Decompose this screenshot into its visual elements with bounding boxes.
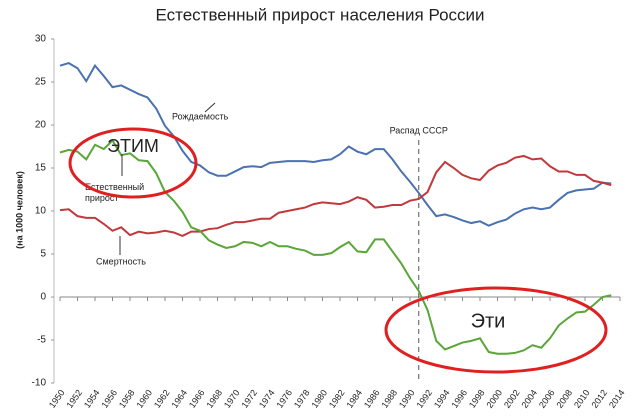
y-tick-label: 10: [35, 206, 47, 217]
x-tick-label: 2004: [519, 388, 539, 410]
x-tick-label: 1954: [82, 388, 102, 410]
x-tick-label: 2014: [607, 388, 627, 410]
series-line: [59, 138, 612, 355]
x-tick-label: 1966: [187, 388, 207, 410]
x-tick-label: 1962: [152, 388, 172, 410]
x-tick-label: 1986: [362, 388, 382, 410]
x-tick-label: 1990: [397, 388, 417, 410]
x-tick-label: 1960: [134, 388, 154, 410]
x-tick-label: 1974: [257, 388, 277, 410]
x-tick-label: 1952: [64, 388, 84, 410]
x-tick-label: 1980: [309, 388, 329, 410]
x-tick-label: 1988: [379, 388, 399, 410]
x-tick-label: 1970: [222, 388, 242, 410]
highlight-ellipse: [68, 127, 198, 199]
x-tick-label: 1998: [467, 388, 487, 410]
highlight-ellipse: [384, 286, 608, 374]
y-tick-label: 30: [35, 34, 47, 45]
y-tick-label: 25: [35, 77, 47, 88]
event-label: Распад СССР: [390, 125, 448, 135]
chart-title: Естественный прирост населения России: [155, 5, 484, 24]
highlight-text: Эти: [471, 310, 506, 332]
y-tick-label: 0: [40, 292, 46, 303]
x-tick-label: 1950: [47, 388, 67, 410]
x-tick-label: 1964: [169, 388, 189, 410]
x-tick-label: 2002: [502, 388, 522, 410]
x-tick-label: 1956: [99, 388, 119, 410]
y-tick-label: 5: [40, 249, 46, 260]
highlight-text: ЭТИМ: [107, 136, 159, 156]
x-tick-label: 1996: [449, 388, 469, 410]
y-tick-label: 15: [35, 163, 47, 174]
x-tick-label: 2010: [572, 388, 592, 410]
x-tick-label: 1976: [274, 388, 294, 410]
x-tick-label: 2006: [537, 388, 557, 410]
series-label: Естественный прирост: [85, 182, 145, 203]
y-tick-label: -10: [32, 378, 47, 389]
leader: [204, 102, 216, 113]
series-line: [59, 154, 612, 238]
x-tick-label: 1958: [117, 388, 137, 410]
x-tick-label: 1972: [239, 388, 259, 410]
series-label-box: Естественный прирост: [85, 182, 145, 203]
series-label: Смертность: [96, 256, 146, 266]
x-tick-label: 1978: [292, 388, 312, 410]
x-tick-label: 1984: [344, 388, 364, 410]
x-tick-label: 2000: [484, 388, 504, 410]
x-tick-label: 1982: [327, 388, 347, 410]
x-tick-label: 1968: [204, 388, 224, 410]
series-line: [59, 61, 612, 227]
y-tick-label: -5: [37, 335, 46, 346]
x-tick-label: 1992: [414, 388, 434, 410]
y-axis-label: (на 1000 человек): [14, 171, 24, 249]
y-tick-label: 20: [35, 120, 47, 131]
x-tick-label: 2008: [554, 388, 574, 410]
x-tick-label: 1994: [432, 388, 452, 410]
x-tick-label: 2012: [589, 388, 609, 410]
series-label: Рождаемость: [172, 111, 229, 121]
